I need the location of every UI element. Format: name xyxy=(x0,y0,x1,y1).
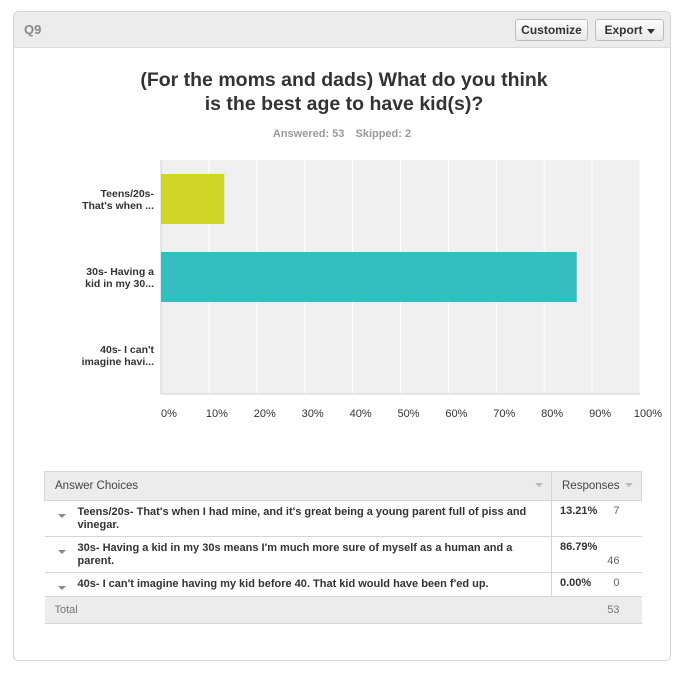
x-tick-label: 40% xyxy=(350,408,372,420)
card-header: Q9 Customize Export xyxy=(14,12,670,48)
answered-count: Answered: 53 xyxy=(272,128,345,140)
response-cell: 0.00% 0 xyxy=(551,572,642,597)
export-label: Export xyxy=(604,23,643,37)
response-count: 46 xyxy=(607,555,620,567)
response-percent: 0.00% xyxy=(560,577,592,589)
x-tick-label: 60% xyxy=(445,408,467,420)
sort-icon xyxy=(535,483,543,487)
y-category-label: That's when ... xyxy=(82,200,154,212)
responses-header-label: Responses xyxy=(562,480,620,492)
x-tick-label: 70% xyxy=(493,408,515,420)
chevron-down-icon[interactable] xyxy=(57,550,66,554)
y-category-label: imagine havi... xyxy=(82,356,154,368)
y-category-label: 40s- I can't xyxy=(100,344,154,356)
table-row: 40s- I can't imagine having my kid befor… xyxy=(44,572,642,597)
y-category-label: 30s- Having a xyxy=(86,266,154,278)
bar-chart: 0% 10% 20% 30% 40% 50% 60% 70% 80% 90% 100% Teens/2… xyxy=(82,160,662,420)
question-card: Q9 Customize Export (For the moms and da… xyxy=(13,11,671,661)
response-count: 0 xyxy=(613,577,620,589)
responses-header[interactable]: Responses xyxy=(551,471,642,501)
x-tick-label: 10% xyxy=(206,408,228,420)
sort-icon xyxy=(625,483,633,487)
choice-cell: 40s- I can't imagine having my kid befor… xyxy=(44,572,552,597)
choice-text: Teens/20s- That's when I had mine, and i… xyxy=(77,506,527,531)
chart-title: (For the moms and dads) What do you thin… xyxy=(114,68,574,116)
x-tick-label: 80% xyxy=(541,408,563,420)
chart-title-line-1: (For the moms and dads) What do you thin… xyxy=(140,69,548,91)
answer-table: Answer Choices Responses Teens/20s- That… xyxy=(44,471,642,624)
response-cell: 86.79% 46 xyxy=(551,536,642,573)
x-tick-label: 20% xyxy=(254,408,276,420)
choice-text: 30s- Having a kid in my 30s means I'm mu… xyxy=(77,542,513,567)
x-tick-label: 100% xyxy=(634,408,662,420)
x-tick-label: 50% xyxy=(397,408,419,420)
choice-cell: Teens/20s- That's when I had mine, and i… xyxy=(44,500,552,537)
answer-choices-header[interactable]: Answer Choices xyxy=(44,471,552,501)
chevron-down-icon[interactable] xyxy=(57,586,66,590)
table-row: 30s- Having a kid in my 30s means I'm mu… xyxy=(44,536,642,573)
customize-button[interactable]: Customize xyxy=(515,19,588,41)
y-category-label: Teens/20s- xyxy=(101,188,155,200)
total-label: Total xyxy=(44,596,552,624)
bar xyxy=(161,174,225,224)
x-tick-label: 0% xyxy=(161,408,177,420)
total-row: Total 53 xyxy=(44,596,642,624)
bar xyxy=(161,252,577,302)
x-tick-label: 30% xyxy=(302,408,324,420)
skipped-count: Skipped: 2 xyxy=(355,128,412,140)
choice-cell: 30s- Having a kid in my 30s means I'm mu… xyxy=(44,536,552,573)
choice-text: 40s- I can't imagine having my kid befor… xyxy=(77,578,489,590)
table-row: Teens/20s- That's when I had mine, and i… xyxy=(44,500,642,537)
chevron-down-icon xyxy=(647,29,655,34)
x-tick-label: 90% xyxy=(589,408,611,420)
chart-title-line-2: is the best age to have kid(s)? xyxy=(204,93,484,115)
table-header-row: Answer Choices Responses xyxy=(44,471,642,501)
y-category-label: kid in my 30... xyxy=(85,278,154,290)
response-count: 7 xyxy=(613,505,620,517)
response-percent: 13.21% xyxy=(560,505,598,517)
question-number: Q9 xyxy=(24,22,42,37)
export-button[interactable]: Export xyxy=(595,19,664,41)
response-percent: 86.79% xyxy=(560,541,598,553)
total-count: 53 xyxy=(551,596,642,624)
answer-choices-header-label: Answer Choices xyxy=(55,480,139,492)
response-cell: 13.21% 7 xyxy=(551,500,642,537)
response-stats: Answered: 53 Skipped: 2 xyxy=(14,128,670,140)
chevron-down-icon[interactable] xyxy=(57,514,66,518)
